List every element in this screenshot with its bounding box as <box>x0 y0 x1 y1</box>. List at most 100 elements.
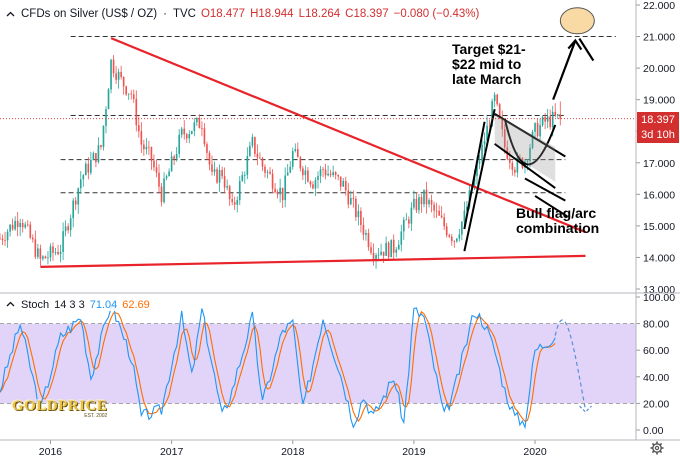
stoch-projection <box>554 319 587 411</box>
candle-body <box>137 125 140 132</box>
candle-body <box>491 101 493 127</box>
candle <box>160 183 163 207</box>
candle-body <box>95 153 97 163</box>
candle <box>299 156 302 172</box>
price-axis[interactable]: 22.00021.00020.00019.00018.00017.00016.0… <box>636 0 675 296</box>
candle-body <box>526 161 529 162</box>
candle-body <box>145 146 148 150</box>
candle-body <box>435 210 438 212</box>
candle-body <box>544 116 546 122</box>
candle <box>37 243 39 260</box>
target-callout-line <box>578 37 595 62</box>
candle-body <box>372 252 375 260</box>
candle <box>112 55 115 78</box>
candle-body <box>218 169 221 183</box>
candle <box>233 196 236 211</box>
candle <box>251 133 254 149</box>
candle <box>115 66 117 85</box>
chevron-up-icon[interactable] <box>4 8 17 21</box>
stoch-name[interactable]: Stoch <box>21 298 50 311</box>
candle <box>216 167 218 184</box>
candle <box>344 176 347 196</box>
time-axis[interactable]: 2016 2017 2018 2019 2020 <box>39 440 547 458</box>
candle <box>264 164 266 178</box>
candle <box>254 136 256 158</box>
candle <box>269 167 271 175</box>
candle <box>72 197 75 228</box>
candle-body <box>24 224 27 228</box>
candle-body <box>390 239 393 258</box>
candle-body <box>256 153 259 158</box>
candle-body <box>455 238 458 242</box>
candle <box>231 193 234 206</box>
candle <box>271 169 274 194</box>
candle-body <box>59 251 62 255</box>
candle-body <box>478 161 481 164</box>
candle-body <box>319 169 322 177</box>
candle-body <box>450 236 453 242</box>
candle <box>448 233 451 239</box>
candle-body <box>196 117 198 123</box>
stoch-tick-label: 20.00 <box>643 398 669 410</box>
candle-body <box>82 175 85 180</box>
price-tick-label: 22.000 <box>643 0 675 12</box>
candle <box>455 237 458 243</box>
candle-body <box>349 197 352 205</box>
candle-body <box>453 241 456 242</box>
candle-body <box>410 207 413 224</box>
candle-body <box>21 223 24 228</box>
chevron-up-icon[interactable] <box>4 298 17 311</box>
candle-body <box>418 197 420 211</box>
candle <box>34 230 37 260</box>
candle <box>337 174 340 181</box>
candle-body <box>503 129 506 148</box>
candle <box>193 117 196 137</box>
candle <box>57 244 59 256</box>
candle <box>132 89 135 103</box>
candle-body <box>377 254 380 256</box>
candle <box>481 136 483 169</box>
candle-body <box>264 166 266 173</box>
candle <box>415 192 418 214</box>
candle <box>380 243 382 256</box>
candle-body <box>100 145 102 148</box>
ascending-trendline <box>40 254 586 269</box>
candle <box>559 101 562 126</box>
candle <box>16 212 19 237</box>
candle <box>385 236 387 256</box>
candle <box>314 177 317 197</box>
candle-body <box>458 234 461 239</box>
candle <box>49 243 52 262</box>
candle <box>218 164 221 192</box>
change-value: −0.080 (−0.43%) <box>393 8 480 20</box>
gear-icon[interactable] <box>650 441 664 455</box>
low-value: L18.264 <box>298 8 341 20</box>
candle-body <box>274 188 276 193</box>
candle <box>367 228 370 251</box>
candle <box>541 115 544 127</box>
candle <box>435 202 438 218</box>
candle-body <box>317 176 319 181</box>
flag-lower-extension <box>524 177 566 202</box>
candle-body <box>362 225 365 235</box>
candle <box>196 116 198 127</box>
candle <box>170 151 173 172</box>
candle-body <box>408 219 410 224</box>
candle-body <box>314 180 317 189</box>
stoch-axis[interactable]: 100.00 80.00 60.00 40.00 20.00 0.00 <box>636 292 675 437</box>
candle <box>31 234 34 243</box>
candle-body <box>539 125 541 137</box>
time-tick-label: 2020 <box>523 446 547 458</box>
candle-body <box>6 231 9 241</box>
candle <box>309 180 312 188</box>
candle <box>90 151 92 175</box>
candle-body <box>105 109 107 126</box>
symbol-title[interactable]: CFDs on Silver (US$ / OZ) <box>21 8 158 20</box>
candle-body <box>127 93 130 95</box>
candle-body <box>135 98 138 126</box>
candle <box>319 165 322 184</box>
candle <box>24 221 27 229</box>
candle <box>357 204 360 226</box>
candle-body <box>183 128 186 135</box>
candle-body <box>395 249 398 253</box>
